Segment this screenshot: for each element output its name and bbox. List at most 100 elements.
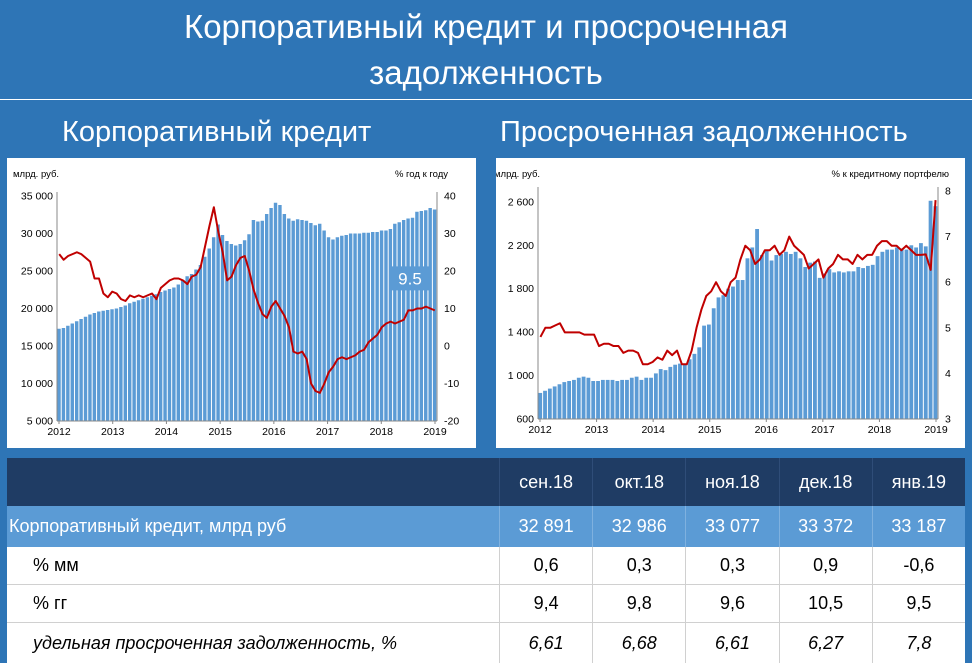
chart-bar [291, 220, 295, 421]
table-cell: 0,3 [592, 547, 685, 584]
chart-bar [79, 319, 83, 421]
x-tick-label: 2013 [585, 424, 609, 436]
chart-bar [128, 303, 132, 421]
column-header: ноя.18 [685, 458, 778, 506]
chart-bar [572, 379, 576, 419]
chart-bar [788, 253, 793, 419]
column-header: янв.19 [871, 458, 965, 506]
chart-bar [769, 260, 774, 419]
chart-line [58, 206, 436, 394]
chart-bar [410, 217, 415, 421]
chart-bar [340, 235, 344, 421]
chart-bar [682, 364, 687, 419]
x-tick-label: 2017 [316, 426, 340, 438]
chart-bar [326, 237, 331, 421]
chart-bar [750, 247, 755, 419]
right-tick-label: 4 [945, 368, 951, 380]
chart-bar [97, 311, 101, 421]
right-tick-label: 3 [945, 414, 951, 426]
left-tick-label: 25 000 [21, 266, 53, 278]
right-tick-label: 5 [945, 322, 951, 334]
chart-bar [432, 209, 437, 421]
chart-bar [538, 392, 543, 419]
chart-bar [229, 244, 234, 421]
table-cell: -0,6 [871, 547, 965, 584]
chart-bar [567, 381, 572, 419]
chart-bar [119, 307, 123, 421]
chart-bar [928, 200, 933, 419]
table-cell: 10,5 [778, 585, 872, 622]
chart-bar [304, 220, 309, 421]
chart-bar [759, 255, 764, 419]
chart-bar [428, 208, 432, 421]
chart-bar [899, 248, 904, 419]
chart-bar [726, 288, 731, 419]
chart-bar [251, 220, 256, 421]
chart-bar [167, 289, 172, 421]
chart-bar [711, 308, 716, 419]
chart-bar [344, 235, 348, 421]
x-tick-label: 2016 [755, 424, 779, 436]
overdue-debt-chart: млрд. руб. % к кредитному портфелю 2 600 2 … [496, 158, 965, 448]
table-cell: 0,6 [499, 547, 592, 584]
chart-bar [653, 373, 658, 419]
chart-bar [721, 295, 726, 419]
row-label: удельная просроченная задолженность, % [33, 632, 397, 653]
chart-bar [586, 377, 591, 419]
right-tick-label: 8 [945, 186, 951, 198]
chart-bar [615, 381, 620, 419]
chart-bar [388, 229, 393, 421]
chart-bar [234, 245, 238, 421]
chart-bar [649, 377, 653, 419]
chart-bar [189, 274, 194, 421]
chart-bar [933, 206, 938, 419]
chart-bar [813, 261, 817, 419]
chart-bar [123, 305, 127, 421]
left-tick-label: 600 [516, 414, 534, 426]
row-label: Корпоративный кредит, млрд руб [9, 516, 287, 536]
chart-bar [817, 277, 822, 419]
corporate-credit-chart: млрд. руб. % год к году 35 000 30 000 25 000… [7, 158, 476, 448]
chart-bar [697, 347, 702, 419]
table-cell: 9,8 [592, 585, 685, 622]
chart-bar [543, 390, 547, 419]
chart-bar [207, 248, 211, 421]
chart-bar [110, 309, 114, 421]
chart-bar [562, 382, 567, 419]
chart-bar [145, 297, 150, 421]
page-title-line1: Корпоративный кредит и просроченная [183, 8, 789, 45]
chart-bar [278, 205, 282, 421]
chart-bar [92, 313, 97, 421]
left-tick-label: 2 600 [508, 196, 534, 208]
right-tick-label: -10 [444, 378, 459, 390]
chart-bar [57, 328, 61, 421]
chart-bar [287, 218, 291, 421]
chart-bar [366, 232, 371, 421]
chart-bar [745, 258, 750, 419]
chart-bar [216, 224, 220, 421]
chart-bar [890, 249, 894, 419]
chart-bar [885, 249, 890, 419]
chart-bar [735, 280, 740, 419]
chart-bar [610, 379, 615, 419]
chart-bar [702, 325, 706, 419]
left-tick-label: 20 000 [21, 303, 53, 315]
chart-bar [755, 229, 759, 419]
page-title: Корпоративный кредит и просроченная задо… [0, 0, 972, 100]
chart-bar [83, 316, 88, 421]
chart-bar [784, 251, 788, 419]
chart-bar [581, 376, 586, 419]
left-tick-label: 5 000 [27, 416, 53, 428]
chart-bar [357, 233, 362, 421]
table-cell: 32 986 [592, 506, 685, 547]
chart-bar [273, 202, 278, 421]
table-cell: 6,68 [592, 623, 685, 663]
annotation-label: 9.5 [398, 269, 422, 288]
chart-bar [247, 234, 251, 421]
table-cell: 7,8 [871, 623, 965, 663]
right-tick-label: 6 [945, 277, 951, 289]
chart-bar [841, 272, 846, 419]
chart-bar [256, 221, 260, 421]
chart-bar [875, 256, 880, 419]
chart-bar [822, 273, 827, 419]
